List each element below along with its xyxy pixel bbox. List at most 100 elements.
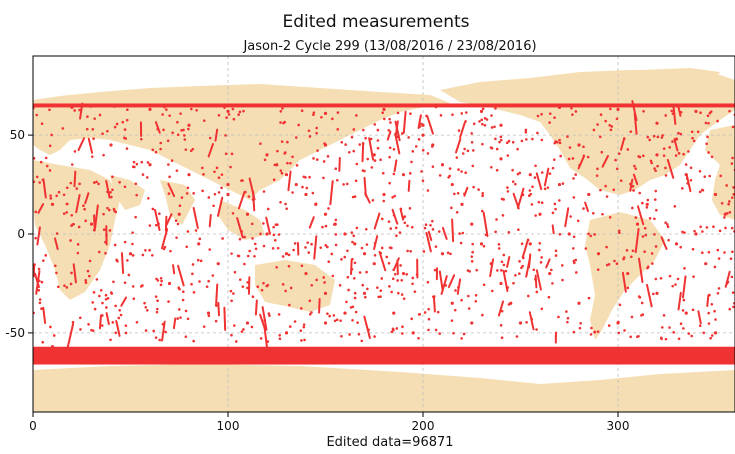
data-point	[431, 165, 435, 168]
data-point	[421, 133, 425, 137]
data-point	[389, 227, 393, 230]
data-point	[302, 325, 306, 329]
data-track-segment	[677, 105, 682, 117]
data-track-segment	[236, 217, 244, 239]
data-point	[731, 250, 734, 254]
data-point	[333, 319, 337, 323]
data-point	[493, 125, 496, 129]
data-point	[528, 173, 532, 177]
data-point	[427, 307, 430, 311]
data-point	[505, 141, 509, 145]
data-point	[161, 113, 164, 116]
data-point	[557, 182, 562, 187]
data-point	[601, 212, 604, 216]
data-point	[135, 193, 138, 197]
data-point	[662, 314, 666, 317]
data-point	[645, 202, 649, 206]
data-point	[434, 328, 438, 332]
data-point	[456, 191, 460, 195]
data-point	[641, 235, 645, 238]
data-point	[664, 174, 668, 177]
data-track-segment	[629, 178, 634, 192]
data-point	[330, 252, 334, 256]
data-track-segment	[215, 283, 219, 307]
data-point	[600, 150, 604, 154]
data-track-segment	[72, 263, 77, 284]
data-point	[723, 216, 726, 219]
data-point	[349, 306, 353, 309]
data-track-segment	[577, 155, 585, 170]
data-point	[123, 128, 127, 131]
data-point	[518, 272, 521, 275]
data-point	[701, 251, 704, 255]
data-point	[75, 187, 79, 190]
data-point	[646, 198, 650, 202]
data-point	[450, 206, 453, 210]
data-point	[315, 158, 319, 161]
data-point	[324, 244, 328, 247]
data-point	[596, 330, 600, 333]
data-point	[426, 189, 430, 192]
data-point	[91, 127, 95, 131]
data-point	[605, 104, 609, 108]
data-point	[609, 107, 612, 111]
data-point	[691, 136, 694, 140]
data-point	[358, 271, 362, 274]
data-point	[462, 332, 466, 336]
data-point	[50, 202, 55, 206]
y-tick-label-0: 0	[17, 227, 25, 241]
data-point	[352, 128, 356, 131]
data-point	[308, 175, 311, 179]
data-point	[263, 158, 267, 162]
data-point	[274, 223, 278, 226]
data-point	[109, 338, 112, 342]
data-point	[361, 283, 365, 287]
data-point	[207, 279, 210, 283]
data-point	[326, 155, 330, 158]
data-point	[319, 246, 323, 249]
data-point	[390, 290, 393, 294]
data-point	[312, 157, 315, 160]
data-point	[540, 307, 544, 311]
data-point	[164, 330, 167, 334]
data-point	[388, 117, 391, 121]
data-point	[104, 251, 107, 255]
data-point	[683, 231, 686, 234]
data-track-segment	[87, 137, 94, 154]
data-point	[169, 249, 172, 253]
data-point	[291, 155, 294, 159]
data-point	[481, 122, 484, 126]
data-point	[373, 253, 377, 257]
data-point	[459, 241, 463, 245]
data-point	[506, 154, 510, 157]
data-point	[574, 110, 578, 113]
data-point	[352, 234, 356, 238]
data-point	[723, 251, 726, 254]
data-point	[528, 189, 532, 192]
data-point	[303, 338, 306, 342]
data-point	[123, 185, 127, 189]
data-track-segment	[516, 187, 525, 210]
data-point	[70, 214, 74, 217]
data-point	[474, 293, 478, 297]
data-point	[683, 267, 686, 270]
data-point	[213, 192, 217, 196]
data-point	[411, 282, 414, 286]
data-point	[327, 207, 330, 210]
data-point	[358, 143, 362, 146]
data-point	[73, 109, 76, 112]
data-point	[310, 283, 314, 287]
data-point	[548, 112, 552, 115]
data-point	[475, 268, 478, 272]
data-point	[44, 254, 48, 257]
data-point	[139, 137, 143, 141]
data-track-segment	[160, 228, 169, 250]
data-track-segment	[697, 310, 702, 325]
data-point	[548, 271, 552, 276]
data-point	[467, 294, 470, 298]
data-point	[387, 129, 391, 132]
data-point	[553, 141, 557, 145]
data-point	[402, 297, 406, 300]
data-point	[479, 242, 484, 246]
data-point	[225, 116, 228, 119]
